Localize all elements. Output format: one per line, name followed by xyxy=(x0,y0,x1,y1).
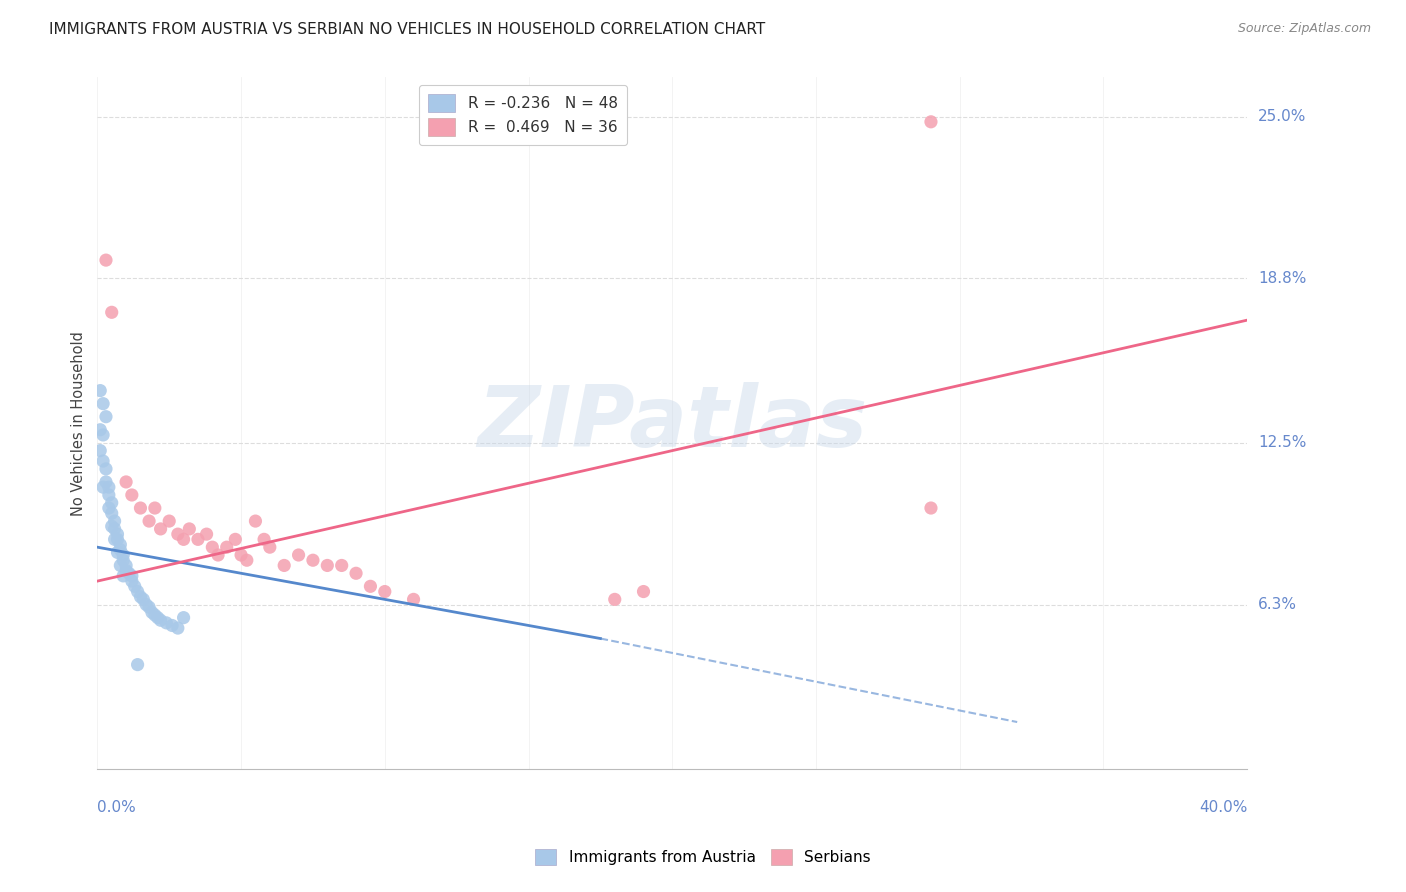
Point xyxy=(149,522,172,536)
Point xyxy=(149,613,172,627)
Point xyxy=(112,553,135,567)
Point xyxy=(245,514,267,528)
Point xyxy=(97,488,120,502)
Point xyxy=(104,514,127,528)
Point xyxy=(124,579,146,593)
Point xyxy=(179,522,201,536)
Point xyxy=(115,475,138,489)
Text: 12.5%: 12.5% xyxy=(1258,435,1306,450)
Point xyxy=(224,533,246,547)
Text: 6.3%: 6.3% xyxy=(1258,597,1298,612)
Point xyxy=(330,558,353,573)
Point xyxy=(94,253,117,268)
Point xyxy=(160,618,183,632)
Point xyxy=(91,397,114,411)
Point xyxy=(110,558,132,573)
Point xyxy=(236,553,259,567)
Point xyxy=(141,606,163,620)
Point xyxy=(115,558,138,573)
Point xyxy=(146,610,169,624)
Point xyxy=(920,501,942,516)
Point xyxy=(91,428,114,442)
Point xyxy=(104,533,127,547)
Point xyxy=(118,566,141,581)
Point xyxy=(359,579,381,593)
Point xyxy=(94,475,117,489)
Point xyxy=(97,501,120,516)
Text: 18.8%: 18.8% xyxy=(1258,271,1306,285)
Point xyxy=(94,409,117,424)
Point xyxy=(195,527,218,541)
Point xyxy=(316,558,339,573)
Point xyxy=(115,564,138,578)
Point xyxy=(107,545,129,559)
Point xyxy=(173,533,195,547)
Point xyxy=(104,522,127,536)
Point xyxy=(633,584,655,599)
Point xyxy=(89,384,111,398)
Point xyxy=(110,538,132,552)
Point xyxy=(121,488,143,502)
Point xyxy=(127,584,149,599)
Point xyxy=(253,533,276,547)
Point xyxy=(107,533,129,547)
Text: Source: ZipAtlas.com: Source: ZipAtlas.com xyxy=(1237,22,1371,36)
Point xyxy=(129,501,152,516)
Point xyxy=(157,514,180,528)
Point xyxy=(91,454,114,468)
Point xyxy=(100,496,122,510)
Point xyxy=(112,548,135,562)
Legend: R = -0.236   N = 48, R =  0.469   N = 36: R = -0.236 N = 48, R = 0.469 N = 36 xyxy=(419,85,627,145)
Point xyxy=(100,519,122,533)
Point xyxy=(603,592,626,607)
Legend: Immigrants from Austria, Serbians: Immigrants from Austria, Serbians xyxy=(529,843,877,871)
Text: IMMIGRANTS FROM AUSTRIA VS SERBIAN NO VEHICLES IN HOUSEHOLD CORRELATION CHART: IMMIGRANTS FROM AUSTRIA VS SERBIAN NO VE… xyxy=(49,22,765,37)
Point xyxy=(287,548,309,562)
Text: ZIPatlas: ZIPatlas xyxy=(477,382,868,465)
Point xyxy=(259,540,281,554)
Point xyxy=(273,558,295,573)
Point xyxy=(229,548,252,562)
Point xyxy=(166,527,188,541)
Point xyxy=(143,501,166,516)
Point xyxy=(127,657,149,672)
Point xyxy=(215,540,238,554)
Point xyxy=(121,569,143,583)
Point xyxy=(920,115,942,129)
Point xyxy=(173,610,195,624)
Point xyxy=(100,506,122,520)
Point xyxy=(135,598,157,612)
Point xyxy=(374,584,396,599)
Text: 25.0%: 25.0% xyxy=(1258,109,1306,124)
Point xyxy=(110,542,132,557)
Point xyxy=(107,527,129,541)
Point xyxy=(207,548,229,562)
Point xyxy=(155,615,177,630)
Point xyxy=(129,590,152,604)
Text: 0.0%: 0.0% xyxy=(97,799,136,814)
Point xyxy=(187,533,209,547)
Point xyxy=(143,607,166,622)
Point xyxy=(138,514,160,528)
Point xyxy=(91,480,114,494)
Point xyxy=(166,621,188,635)
Point xyxy=(89,423,111,437)
Text: 40.0%: 40.0% xyxy=(1199,799,1247,814)
Point xyxy=(302,553,325,567)
Point xyxy=(94,462,117,476)
Point xyxy=(201,540,224,554)
Point xyxy=(138,600,160,615)
Point xyxy=(402,592,425,607)
Point xyxy=(344,566,367,581)
Point xyxy=(132,592,155,607)
Point xyxy=(112,569,135,583)
Y-axis label: No Vehicles in Household: No Vehicles in Household xyxy=(72,331,86,516)
Point xyxy=(89,443,111,458)
Point xyxy=(121,574,143,588)
Point xyxy=(97,480,120,494)
Point xyxy=(100,305,122,319)
